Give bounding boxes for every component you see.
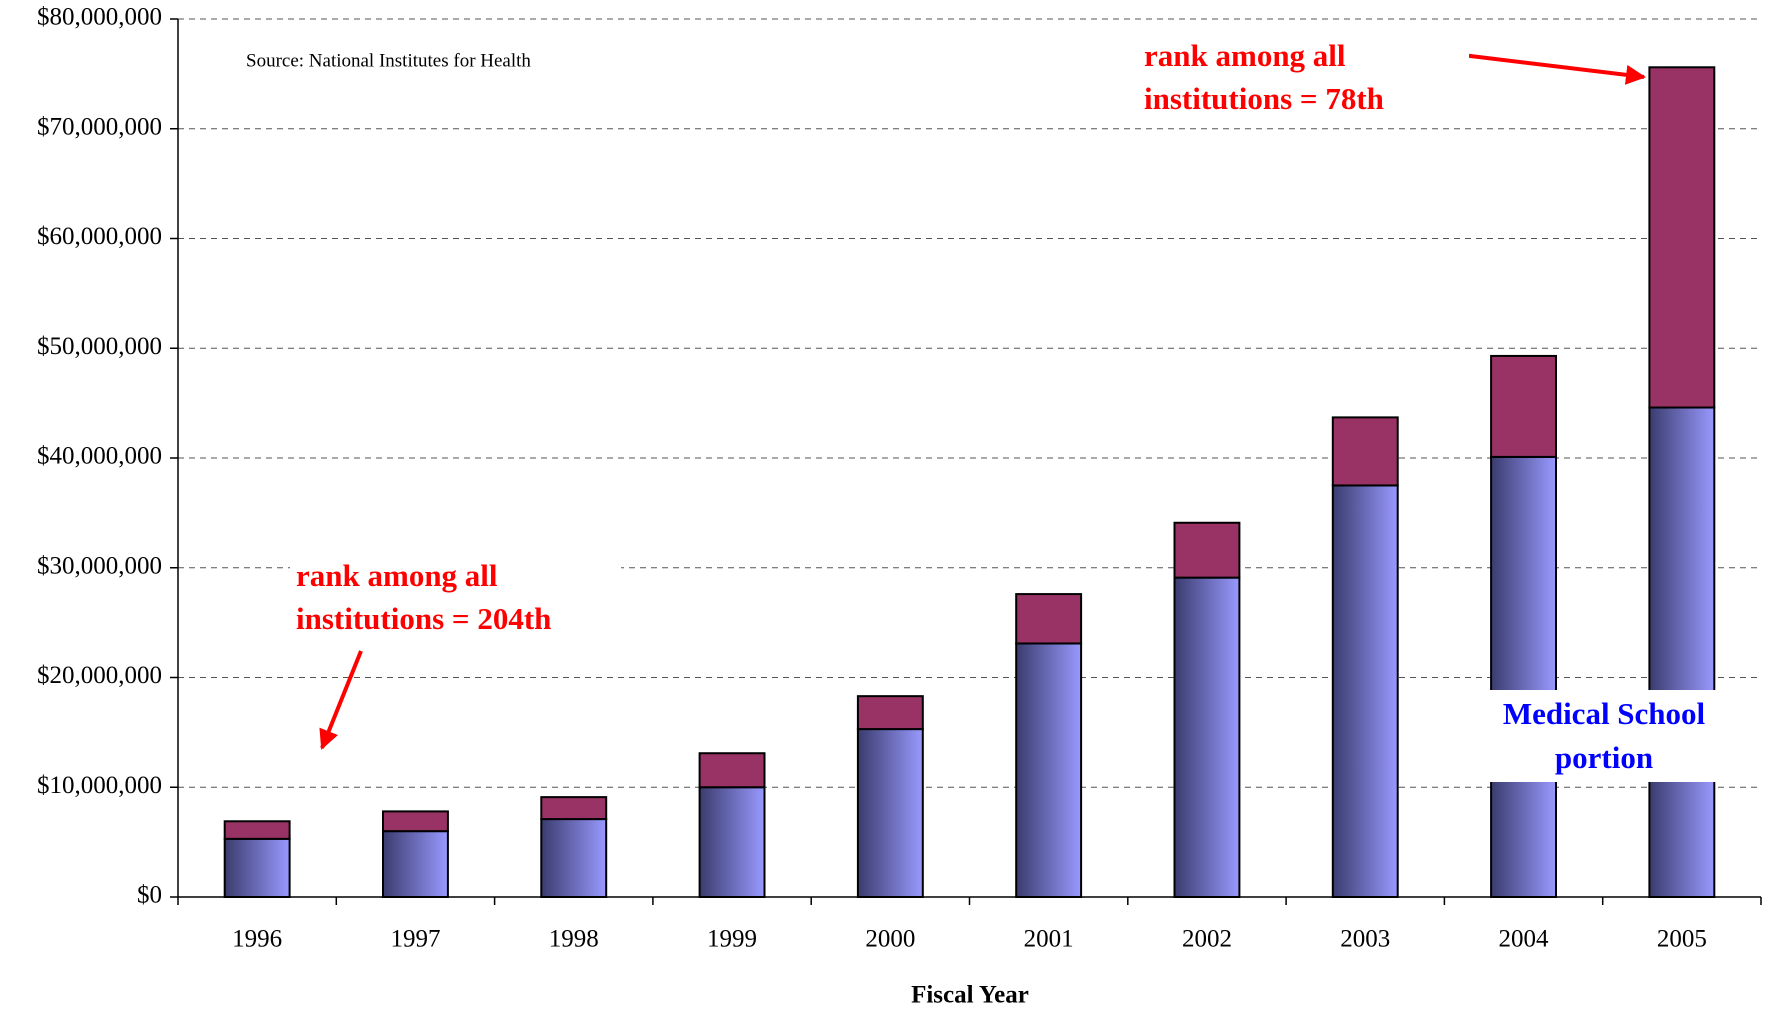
bar-segment [1648,66,1716,409]
bar-segment [540,796,608,821]
bar-segment [1173,576,1241,898]
x-tick-label: 1998 [549,926,599,953]
bar-segment [856,728,924,899]
y-tick-label: $80,000,000 [37,4,162,31]
source-note: Source: National Institutes for Health [246,50,531,71]
annotation: rank among all institutions = 78th [1140,34,1469,120]
y-tick-label: $60,000,000 [37,223,162,250]
y-tick-label: $10,000,000 [37,772,162,799]
bar-segment [1331,484,1399,898]
x-tick-label: 2002 [1182,926,1232,953]
y-tick-label: $50,000,000 [37,333,162,360]
bar-segment [223,820,291,840]
x-tick-label: 2003 [1340,926,1390,953]
arrow [319,650,363,750]
bar-segment [1331,416,1399,487]
y-tick-label: $20,000,000 [37,662,162,689]
bar-segment [540,818,608,899]
bar-segment [698,752,766,789]
bar-segment [381,810,449,833]
series-label: Medical School portion [1463,690,1745,782]
y-tick-label: $30,000,000 [37,552,162,579]
bar-segment [1015,593,1083,645]
bar-segment [1490,455,1558,898]
bar-segment [223,837,291,899]
bar-segment [698,786,766,898]
annotation: rank among all institutions = 204th [290,554,621,640]
x-tick-label: 1997 [390,926,440,953]
bar-segment [1015,642,1083,898]
y-tick-label: $70,000,000 [37,113,162,140]
y-tick-label: $0 [137,882,162,909]
x-axis-title: Fiscal Year [911,982,1029,1009]
x-tick-label: 1999 [707,926,757,953]
bar-segment [1490,354,1558,458]
x-tick-label: 2004 [1499,926,1550,953]
x-tick-label: 2000 [865,926,915,953]
y-tick-label: $40,000,000 [37,443,162,470]
bar-segment [856,695,924,731]
bar-segment [1173,521,1241,579]
arrow [1453,52,1646,85]
x-tick-label: 1996 [232,926,282,953]
x-tick-label: 2001 [1024,926,1074,953]
bar-segment [1648,406,1716,898]
bar-segment [381,830,449,899]
x-tick-label: 2005 [1657,926,1707,953]
